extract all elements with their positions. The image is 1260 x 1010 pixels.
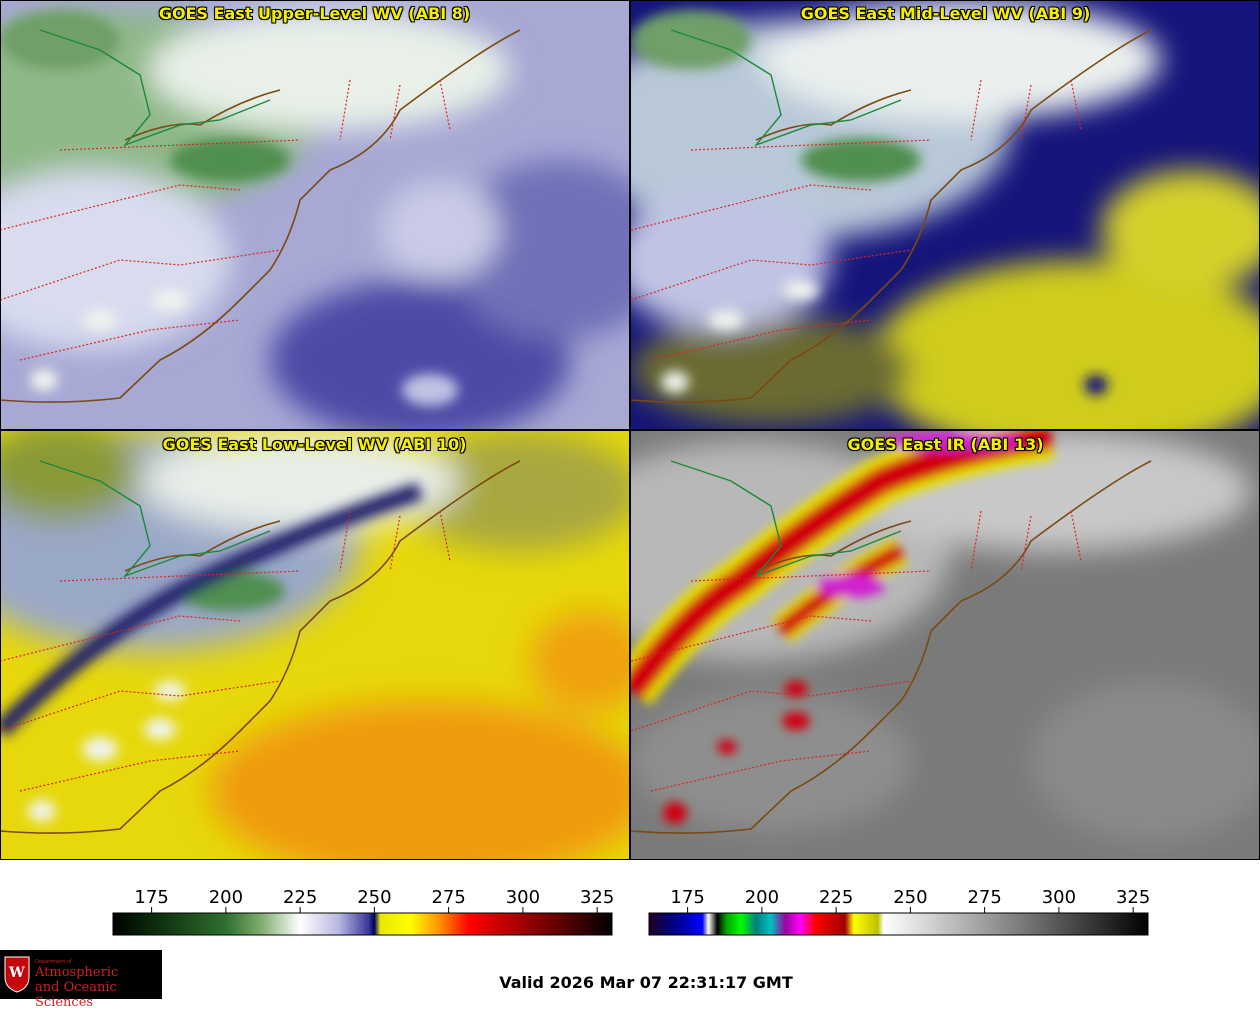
colorbar-ir-tick-label: 300 (1042, 887, 1076, 908)
panel-ir: GOES East IR (ABI 13) (631, 431, 1260, 860)
uw-shield-icon (4, 956, 30, 993)
mid-level-wv-image (631, 0, 1260, 429)
panel-mid-level-wv: GOES East Mid-Level WV (ABI 9) (631, 0, 1260, 429)
colorbar-wv: 175 200 225 250 275 300 325 (112, 878, 614, 938)
panel-frame (0, 0, 1260, 860)
colorbar-ir-svg: 175 200 225 250 275 300 325 (648, 887, 1150, 936)
colorbar-ir-tick-label: 250 (893, 887, 927, 908)
colorbar-ir-tick-label: 225 (819, 887, 853, 908)
colorbar-ir: 175 200 225 250 275 300 325 (648, 878, 1150, 938)
panel-divider-horizontal (0, 429, 1260, 431)
colorbar-wv-tick-label: 275 (431, 887, 465, 908)
panel-upper-level-wv: GOES East Upper-Level WV (ABI 8) (0, 0, 629, 429)
colorbar-ir-tick-label: 175 (670, 887, 704, 908)
colorbar-wv-tick-label: 300 (506, 887, 540, 908)
colorbar-ir-gradient (648, 912, 1149, 936)
uw-shield-letter: W (9, 965, 25, 981)
colorbar-wv-tick-label: 200 (209, 887, 243, 908)
colorbar-ir-tick-label: 325 (1116, 887, 1150, 908)
valid-time: Valid 2026 Mar 07 22:31:17 GMT (499, 973, 793, 992)
colorbar-wv-tick-label: 250 (357, 887, 391, 908)
colorbar-wv-gradient (112, 912, 613, 936)
colorbar-wv-svg: 175 200 225 250 275 300 325 (112, 887, 614, 936)
colorbar-ir-tick-label: 200 (745, 887, 779, 908)
low-level-wv-image (0, 431, 629, 860)
ir-image (631, 431, 1260, 860)
colorbar-wv-tick-label: 225 (283, 887, 317, 908)
colorbar-ir-tick-label: 275 (967, 887, 1001, 908)
logo-aos-line1: Atmospheric (35, 965, 119, 980)
logo-dept-text: Department of (35, 959, 72, 965)
upper-level-wv-image (0, 0, 629, 429)
panel-low-level-wv: GOES East Low-Level WV (ABI 10) (0, 431, 629, 860)
colorbar-wv-tick-label: 325 (580, 887, 614, 908)
colorbar-wv-tick-label: 175 (134, 887, 168, 908)
